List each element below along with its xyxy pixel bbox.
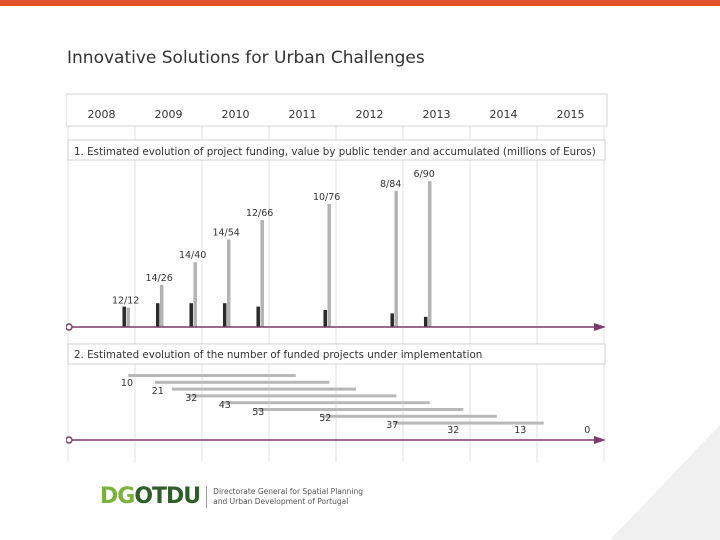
project-period-bars <box>128 374 544 425</box>
accumulated-bar <box>427 181 432 327</box>
year-label-2013: 2013 <box>423 108 451 121</box>
top-accent-bar <box>0 0 720 6</box>
funding-label: 10/76 <box>313 192 340 203</box>
logo-text-line2: and Urban Development of Portugal <box>213 497 349 506</box>
funding-label: 12/66 <box>246 208 273 219</box>
timeline-axis-2-start <box>66 436 73 444</box>
dgotdu-logo: DGOTDU Directorate General for Spatial P… <box>100 485 363 509</box>
tender-bar <box>323 310 327 327</box>
project-count-label: 0 <box>584 425 590 436</box>
project-period-bar <box>128 374 296 377</box>
accumulated-bar <box>159 284 164 327</box>
funding-labels: 12/12 14/26 14/40 14/54 12/66 10/76 8/84 6/90 <box>112 169 435 306</box>
project-count-label: 52 <box>319 413 331 424</box>
accumulated-bar <box>126 307 130 327</box>
section2-label-box <box>67 343 606 365</box>
tender-bar <box>222 303 227 327</box>
project-count-label: 10 <box>121 378 133 389</box>
slide-title: Innovative Solutions for Urban Challenge… <box>67 48 425 68</box>
funding-label: 8/84 <box>380 179 401 190</box>
accumulated-bar <box>193 262 197 327</box>
tender-bar <box>155 303 160 327</box>
project-count-label: 53 <box>252 407 264 418</box>
project-count-label: 13 <box>514 425 526 436</box>
funding-label: 14/54 <box>212 228 239 239</box>
project-period-bar <box>188 394 397 398</box>
logo-text: Directorate General for Spatial Planning… <box>213 487 363 507</box>
tender-bar <box>256 306 260 327</box>
year-label-2009: 2009 <box>155 108 183 121</box>
accumulated-bar <box>327 203 331 327</box>
logo-mark: DGOTDU <box>100 484 201 509</box>
tender-bar <box>390 313 394 327</box>
project-period-bar <box>155 380 330 384</box>
corner-decoration <box>610 425 720 540</box>
accumulated-bar <box>394 190 398 327</box>
year-header-band <box>66 93 608 127</box>
project-count-label: 43 <box>219 400 231 411</box>
project-period-bar <box>255 408 464 411</box>
project-period-bar <box>322 414 497 418</box>
year-label-2015: 2015 <box>557 108 585 121</box>
year-labels: 2008 2009 2010 2011 2012 2013 2014 2015 <box>88 108 585 121</box>
section1-label-box <box>67 139 606 161</box>
year-label-2014: 2014 <box>490 108 518 121</box>
year-label-2008: 2008 <box>88 108 116 121</box>
project-count-label: 37 <box>386 420 398 431</box>
logo-divider <box>206 486 208 508</box>
tender-bar <box>122 306 126 327</box>
timeline-axis-1-start <box>66 323 73 331</box>
accumulated-bar <box>260 220 264 327</box>
accumulated-bar <box>226 239 231 327</box>
project-count-label: 32 <box>447 425 459 436</box>
project-period-bar <box>222 401 430 405</box>
funding-label: 12/12 <box>112 296 139 307</box>
funding-label: 14/40 <box>179 250 206 261</box>
funding-label: 6/90 <box>413 169 434 180</box>
project-count-labels: 10 21 32 43 53 52 37 32 13 0 <box>121 378 590 436</box>
year-label-2011: 2011 <box>289 108 317 121</box>
tender-bar <box>423 316 428 327</box>
project-period-bar <box>392 421 544 425</box>
logo-mark-otdu: OTDU <box>134 484 201 509</box>
logo-mark-dg: DG <box>100 484 135 509</box>
timeline-chart: 2008 2009 2010 2011 2012 2013 2014 2015 1. Esti… <box>66 92 608 464</box>
funding-bars <box>122 181 432 327</box>
project-count-label: 32 <box>185 393 197 404</box>
project-count-label: 21 <box>152 386 164 397</box>
funding-label: 14/26 <box>145 273 172 284</box>
tender-bar <box>189 303 193 327</box>
year-label-2010: 2010 <box>222 108 250 121</box>
timeline-axis-2-arrow <box>594 436 606 444</box>
logo-text-line1: Directorate General for Spatial Planning <box>213 487 363 496</box>
timeline-axis-1-arrow <box>594 323 606 331</box>
year-label-2012: 2012 <box>356 108 384 121</box>
project-period-bar <box>171 387 357 391</box>
section2-label: 2. Estimated evolution of the number of … <box>74 349 482 361</box>
section1-label: 1. Estimated evolution of project fundin… <box>74 146 596 158</box>
